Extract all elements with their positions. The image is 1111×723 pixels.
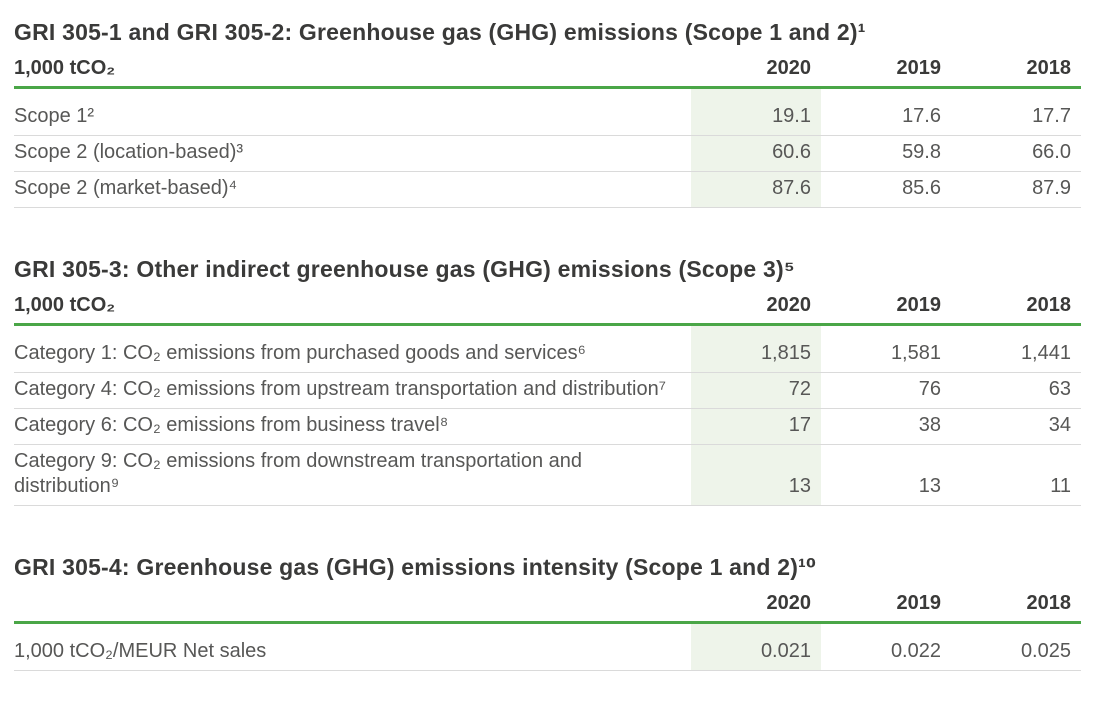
row-label: Scope 2 (location-based)³ — [14, 135, 691, 172]
value-2019: 13 — [821, 444, 951, 506]
unit-header: 1,000 tCO₂ — [14, 55, 691, 89]
value-2018: 63 — [951, 372, 1081, 409]
value-2020: 1,815 — [691, 324, 821, 373]
value-2018: 11 — [951, 444, 1081, 506]
value-2018: 0.025 — [951, 622, 1081, 671]
year-header: 2018 — [951, 590, 1081, 624]
value-2019: 1,581 — [821, 324, 951, 373]
value-2019: 38 — [821, 408, 951, 445]
value-2019: 85.6 — [821, 171, 951, 208]
value-2018: 34 — [951, 408, 1081, 445]
year-header: 2019 — [821, 590, 951, 624]
value-2020: 87.6 — [691, 171, 821, 208]
header-row: 1,000 tCO₂ 2020 2019 2018 — [14, 55, 1081, 89]
gri-table: 1,000 tCO₂ 2020 2019 2018 Category 1: CO… — [14, 292, 1081, 506]
table-header: 2020 2019 2018 — [14, 590, 1081, 624]
value-2020: 17 — [691, 408, 821, 445]
table-header: 1,000 tCO₂ 2020 2019 2018 — [14, 55, 1081, 89]
unit-header — [14, 590, 691, 624]
gri-section: GRI 305-4: Greenhouse gas (GHG) emission… — [14, 553, 1081, 671]
table-header: 1,000 tCO₂ 2020 2019 2018 — [14, 292, 1081, 326]
section-title: GRI 305-4: Greenhouse gas (GHG) emission… — [14, 554, 817, 580]
header-row: 2020 2019 2018 — [14, 590, 1081, 624]
year-header: 2018 — [951, 292, 1081, 326]
table-body: Category 1: CO₂ emissions from purchased… — [14, 324, 1081, 506]
gri-section: GRI 305-3: Other indirect greenhouse gas… — [14, 255, 1081, 506]
value-2018: 87.9 — [951, 171, 1081, 208]
section-title: GRI 305-3: Other indirect greenhouse gas… — [14, 256, 795, 282]
value-2019: 17.6 — [821, 87, 951, 136]
year-header: 2019 — [821, 55, 951, 89]
value-2020: 72 — [691, 372, 821, 409]
year-header: 2020 — [691, 590, 821, 624]
year-header: 2018 — [951, 55, 1081, 89]
value-2019: 76 — [821, 372, 951, 409]
table-row: Category 6: CO₂ emissions from business … — [14, 408, 1081, 445]
table-body: Scope 1² 19.1 17.6 17.7 Scope 2 (location-ba… — [14, 87, 1081, 208]
row-label: Scope 2 (market-based)⁴ — [14, 171, 691, 208]
value-2020: 60.6 — [691, 135, 821, 172]
year-header: 2019 — [821, 292, 951, 326]
value-2018: 66.0 — [951, 135, 1081, 172]
row-label: Category 1: CO₂ emissions from purchased… — [14, 324, 691, 373]
report-page: GRI 305-1 and GRI 305-2: Greenhouse gas … — [14, 18, 1081, 671]
table-row: Scope 1² 19.1 17.6 17.7 — [14, 87, 1081, 136]
table-row: Scope 2 (location-based)³ 60.6 59.8 66.0 — [14, 135, 1081, 172]
row-label: Category 6: CO₂ emissions from business … — [14, 408, 691, 445]
table-row: Scope 2 (market-based)⁴ 87.6 85.6 87.9 — [14, 171, 1081, 208]
gri-table: 1,000 tCO₂ 2020 2019 2018 Scope 1² 19.1 17… — [14, 55, 1081, 208]
unit-header: 1,000 tCO₂ — [14, 292, 691, 326]
row-label: Category 9: CO₂ emissions from downstrea… — [14, 444, 691, 506]
table-body: 1,000 tCO₂/MEUR Net sales 0.021 0.022 0.025 — [14, 622, 1081, 671]
value-2019: 59.8 — [821, 135, 951, 172]
table-row: Category 1: CO₂ emissions from purchased… — [14, 324, 1081, 373]
row-label: Scope 1² — [14, 87, 691, 136]
header-row: 1,000 tCO₂ 2020 2019 2018 — [14, 292, 1081, 326]
table-row: Category 9: CO₂ emissions from downstrea… — [14, 444, 1081, 506]
gri-table: 2020 2019 2018 1,000 tCO₂/MEUR Net sales… — [14, 590, 1081, 671]
value-2018: 1,441 — [951, 324, 1081, 373]
table-row: Category 4: CO₂ emissions from upstream … — [14, 372, 1081, 409]
gri-section: GRI 305-1 and GRI 305-2: Greenhouse gas … — [14, 18, 1081, 208]
table-row: 1,000 tCO₂/MEUR Net sales 0.021 0.022 0.025 — [14, 622, 1081, 671]
value-2020: 0.021 — [691, 622, 821, 671]
value-2020: 13 — [691, 444, 821, 506]
year-header: 2020 — [691, 292, 821, 326]
row-label: 1,000 tCO₂/MEUR Net sales — [14, 622, 691, 671]
year-header: 2020 — [691, 55, 821, 89]
value-2018: 17.7 — [951, 87, 1081, 136]
row-label: Category 4: CO₂ emissions from upstream … — [14, 372, 691, 409]
section-title: GRI 305-1 and GRI 305-2: Greenhouse gas … — [14, 19, 866, 45]
value-2020: 19.1 — [691, 87, 821, 136]
value-2019: 0.022 — [821, 622, 951, 671]
